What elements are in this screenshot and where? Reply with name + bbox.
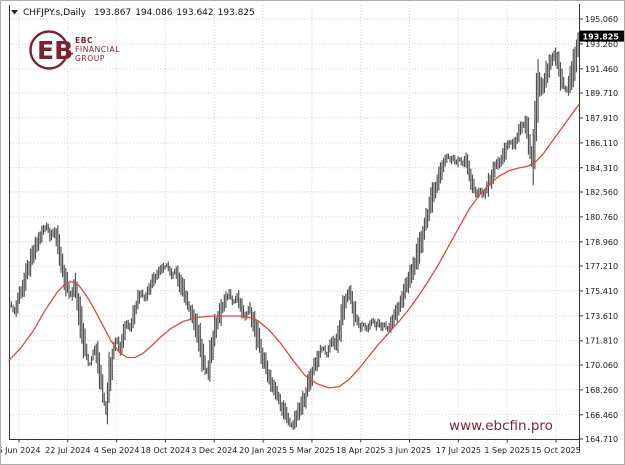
y-tick-label: 186.110 bbox=[585, 139, 618, 148]
y-tick-label: 166.460 bbox=[585, 411, 618, 420]
x-tick-label: 18 Oct 2024 bbox=[141, 446, 190, 455]
y-tick-label: 168.260 bbox=[585, 386, 618, 395]
grid bbox=[10, 5, 579, 440]
logo-line-3: GROUP bbox=[75, 54, 105, 63]
ebc-logo: EB + EBC FINANCIAL GROUP bbox=[29, 30, 120, 70]
y-tick-label: 187.910 bbox=[585, 114, 618, 123]
y-tick-label: 195.060 bbox=[585, 15, 618, 24]
x-tick-labels: 6 Jun 2024 22 Jul 2024 4 Sep 2024 18 Oct 20… bbox=[1, 439, 581, 455]
logo-monogram: EB bbox=[37, 36, 73, 65]
y-tick-label: 184.310 bbox=[585, 164, 618, 173]
logo-plus-icon: + bbox=[65, 47, 74, 60]
y-tick-label: 189.710 bbox=[585, 89, 618, 98]
y-tick-label: 180.760 bbox=[585, 213, 618, 222]
current-price-tag: 193.825 bbox=[579, 30, 624, 42]
watermark-url: www.ebcfin.pro bbox=[449, 418, 553, 434]
x-tick-label: 3 Dec 2024 bbox=[191, 446, 237, 455]
logo-circle bbox=[29, 30, 69, 70]
y-tick-label: 182.560 bbox=[585, 188, 618, 197]
x-tick-label: 5 Mar 2025 bbox=[289, 446, 335, 455]
x-tick-label: 22 Jul 2024 bbox=[45, 446, 90, 455]
x-tick-label: 18 Apr 2025 bbox=[336, 446, 385, 455]
logo-line-2: FINANCIAL bbox=[75, 45, 120, 54]
ohlc-close: 193.825 bbox=[218, 8, 255, 18]
x-tick-label: 20 Jan 2025 bbox=[239, 446, 287, 455]
y-tick-label: 191.460 bbox=[585, 65, 618, 74]
symbol-dropdown-icon[interactable] bbox=[11, 10, 18, 15]
y-tick-label: 173.610 bbox=[585, 312, 618, 321]
y-tick-label: 177.210 bbox=[585, 262, 618, 271]
symbol-period-label: CHFJPY.s,Daily bbox=[23, 8, 87, 18]
x-tick-label: 1 Sep 2025 bbox=[484, 446, 530, 455]
x-tick-label: 15 Oct 2025 bbox=[531, 446, 580, 455]
ohlc-open: 193.867 bbox=[94, 8, 131, 18]
y-tick-labels: 195.060 193.260 191.460 189.710 187.910 186.1… bbox=[579, 15, 618, 444]
y-tick-label: 164.710 bbox=[585, 435, 618, 444]
price-bars bbox=[9, 32, 579, 431]
x-tick-label: 4 Sep 2024 bbox=[94, 446, 140, 455]
current-price-value: 193.825 bbox=[583, 32, 620, 41]
logo-line-1: EBC bbox=[75, 36, 93, 45]
y-tick-label: 178.960 bbox=[585, 238, 618, 247]
x-tick-label: 17 Jul 2025 bbox=[436, 446, 481, 455]
y-tick-label: 170.060 bbox=[585, 361, 618, 370]
ohlc-high: 194.086 bbox=[135, 8, 172, 18]
chart-title-bar: CHFJPY.s,Daily 193.867 194.086 193.642 193.8… bbox=[11, 8, 255, 18]
x-tick-label: 6 Jun 2024 bbox=[1, 446, 41, 455]
moving-average-line bbox=[8, 103, 580, 389]
chart-title: CHFJPY.s,Daily 193.867 194.086 193.642 193.8… bbox=[23, 8, 255, 18]
x-tick-label: 3 Jun 2025 bbox=[388, 446, 431, 455]
y-tick-label: 193.260 bbox=[585, 40, 618, 49]
ohlc-low: 193.642 bbox=[176, 8, 213, 18]
y-tick-label: 171.810 bbox=[585, 337, 618, 346]
y-tick-label: 175.410 bbox=[585, 287, 618, 296]
